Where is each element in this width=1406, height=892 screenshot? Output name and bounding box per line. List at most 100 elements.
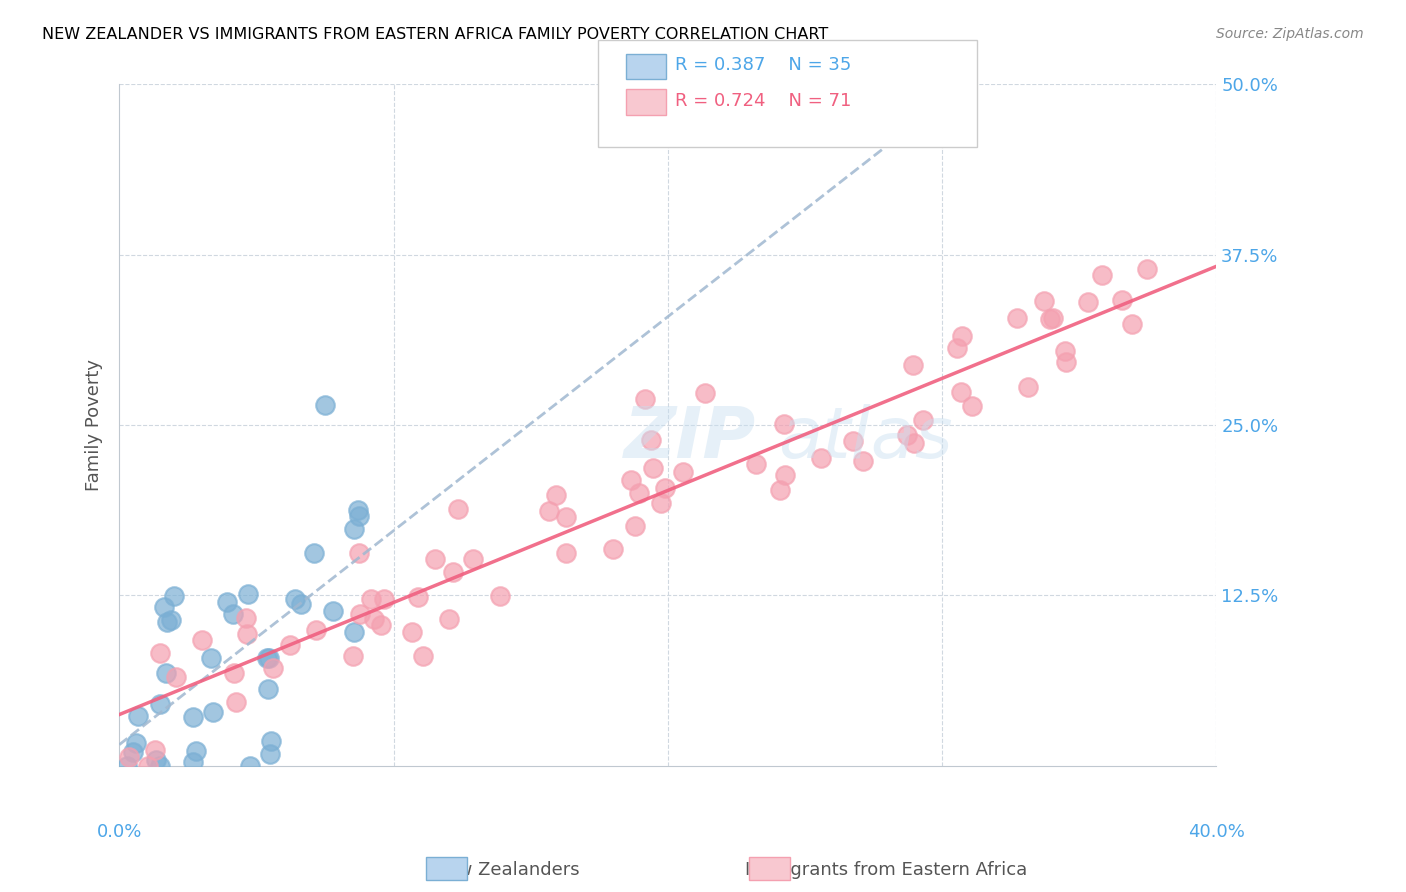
Point xyxy=(181,710,204,724)
Point xyxy=(235,627,257,641)
Point xyxy=(447,502,470,516)
Point xyxy=(772,417,794,431)
Point xyxy=(903,436,925,450)
Point xyxy=(127,708,149,723)
Point xyxy=(278,638,301,652)
Point xyxy=(1033,294,1056,309)
Point xyxy=(163,589,186,603)
Point xyxy=(257,651,280,665)
Point xyxy=(962,399,984,413)
Point xyxy=(156,615,179,630)
Point xyxy=(620,473,643,487)
Point xyxy=(1054,344,1077,359)
Point xyxy=(122,744,145,758)
Text: R = 0.724    N = 71: R = 0.724 N = 71 xyxy=(675,92,851,110)
Point xyxy=(200,650,222,665)
Point xyxy=(1077,295,1099,310)
Point xyxy=(946,341,969,355)
Point xyxy=(627,486,650,500)
Point xyxy=(912,412,935,426)
Point xyxy=(1017,380,1039,394)
Point xyxy=(1135,262,1157,277)
Point xyxy=(302,546,325,560)
Point xyxy=(901,358,924,372)
Point xyxy=(1091,268,1114,283)
Point xyxy=(347,545,370,559)
Point xyxy=(1054,355,1077,369)
Point xyxy=(744,457,766,471)
Point xyxy=(773,468,796,483)
Point xyxy=(305,623,328,637)
Point xyxy=(370,618,392,632)
Point xyxy=(186,744,208,758)
Point xyxy=(284,592,307,607)
Point xyxy=(633,392,655,406)
Point xyxy=(437,612,460,626)
Point xyxy=(852,453,875,467)
Point xyxy=(412,648,434,663)
Text: R = 0.387    N = 35: R = 0.387 N = 35 xyxy=(675,56,851,74)
Point xyxy=(152,600,174,615)
Text: 0.0%: 0.0% xyxy=(97,822,142,841)
Point xyxy=(118,750,141,764)
Point xyxy=(537,504,560,518)
Point xyxy=(239,758,262,772)
Point xyxy=(1005,310,1028,325)
Text: ZIP: ZIP xyxy=(624,404,756,473)
Text: Immigrants from Eastern Africa: Immigrants from Eastern Africa xyxy=(745,861,1026,879)
Y-axis label: Family Poverty: Family Poverty xyxy=(86,359,103,491)
Point xyxy=(363,612,385,626)
Point xyxy=(461,551,484,566)
Point xyxy=(441,565,464,579)
Point xyxy=(544,488,567,502)
Text: atlas: atlas xyxy=(778,404,952,473)
Point xyxy=(602,541,624,556)
Point xyxy=(1121,317,1143,331)
Point xyxy=(225,695,247,709)
Point xyxy=(165,670,187,684)
Point xyxy=(149,697,172,711)
Point xyxy=(143,742,166,756)
Point xyxy=(1111,293,1133,308)
Point xyxy=(222,607,245,621)
Text: Source: ZipAtlas.com: Source: ZipAtlas.com xyxy=(1216,27,1364,41)
Point xyxy=(256,650,278,665)
Point xyxy=(896,428,918,442)
Point xyxy=(343,624,366,639)
Point xyxy=(342,649,364,664)
Point xyxy=(260,734,283,748)
Point xyxy=(810,450,832,465)
Point xyxy=(401,625,423,640)
Point xyxy=(314,398,336,412)
Point xyxy=(950,329,973,343)
Point xyxy=(489,589,512,603)
Point xyxy=(640,433,662,447)
Point xyxy=(672,465,695,479)
Point xyxy=(347,509,370,524)
Point xyxy=(155,665,177,680)
Point xyxy=(235,611,257,625)
Point xyxy=(695,385,717,400)
Text: NEW ZEALANDER VS IMMIGRANTS FROM EASTERN AFRICA FAMILY POVERTY CORRELATION CHART: NEW ZEALANDER VS IMMIGRANTS FROM EASTERN… xyxy=(42,27,828,42)
Point xyxy=(346,503,368,517)
Point xyxy=(650,496,672,510)
Point xyxy=(115,758,138,772)
Point xyxy=(423,552,446,566)
Point xyxy=(950,384,973,399)
Point xyxy=(842,434,865,448)
Point xyxy=(149,758,172,772)
Point xyxy=(217,595,239,609)
Point xyxy=(360,592,382,607)
Point xyxy=(191,633,214,648)
Point xyxy=(224,666,246,681)
Point xyxy=(236,587,259,601)
Text: New Zealanders: New Zealanders xyxy=(433,861,579,879)
Point xyxy=(202,705,225,719)
Point xyxy=(257,682,280,697)
Text: 40.0%: 40.0% xyxy=(1188,822,1244,841)
Point xyxy=(406,590,429,604)
Point xyxy=(654,482,676,496)
Point xyxy=(125,736,148,750)
Point xyxy=(145,753,167,767)
Point xyxy=(262,661,284,675)
